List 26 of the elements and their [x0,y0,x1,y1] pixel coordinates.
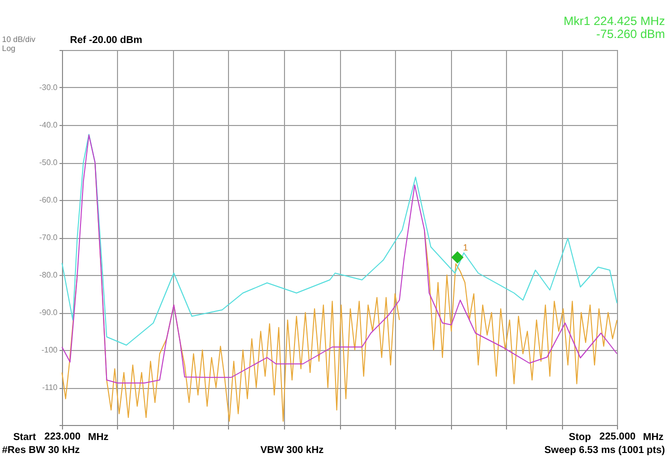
y-tick-label: -100 [41,346,58,354]
x-tick-label: 223.000 [44,432,82,442]
text: -75.260 dBm [596,27,665,41]
y-tick-label: -30.0 [39,83,58,92]
text: VBW 300 kHz [260,445,324,456]
text: #Res BW 30 kHz [2,445,80,456]
y-tick-label: -60.0 [39,196,58,204]
x-tick-label: 225.000 [599,432,636,442]
y-tick-label: -80.0 [39,270,58,280]
y-tick-label: -110 [42,383,58,392]
text: Log [2,44,16,53]
text: Sweep 6.53 ms (1001 pts) [544,445,665,456]
text: MHz [643,432,664,443]
text: 10 dB/div [2,35,36,44]
y-tick-label: -50.0 [39,158,58,167]
annotation: 1 [462,242,468,252]
y-tick-label: -90.0 [39,308,58,317]
line-series [62,134,618,384]
y-tick-label: -70.0 [39,233,58,242]
y-tick-label: -40.0 [39,120,58,130]
text: MHz [88,432,109,443]
text: Stop [568,432,591,443]
text: Start [13,432,37,443]
text: Ref -20.00 dBm [70,35,142,46]
text: Mkr1 224.425 MHz [564,14,665,28]
line-series [62,134,618,346]
